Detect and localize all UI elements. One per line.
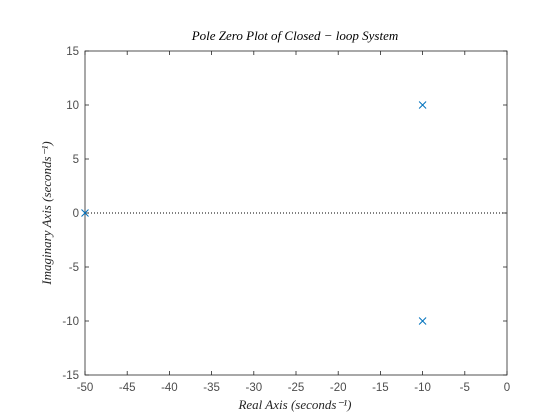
x-tick-label: -40 bbox=[161, 382, 178, 394]
x-tick-label: -50 bbox=[77, 382, 94, 394]
pole-marker bbox=[418, 317, 427, 325]
x-tick-label: -5 bbox=[460, 382, 470, 394]
x-tick-label: -30 bbox=[245, 382, 262, 394]
x-tick-label: -20 bbox=[330, 382, 347, 394]
y-tick-label: -5 bbox=[69, 262, 79, 274]
x-tick-label: -10 bbox=[414, 382, 431, 394]
y-axis-ticks: -15 -10 -5 0 5 10 15 bbox=[62, 46, 507, 382]
y-tick-label: 5 bbox=[73, 154, 79, 166]
chart-title: Pole Zero Plot of Closed − loop System bbox=[191, 28, 399, 43]
y-tick-label: 0 bbox=[73, 208, 79, 220]
x-tick-label: -35 bbox=[203, 382, 220, 394]
x-axis-ticks: -50 -45 -40 -35 -30 -25 -20 -15 -10 -5 0 bbox=[77, 51, 510, 394]
pole-markers bbox=[81, 101, 427, 325]
x-axis-title: Real Axis (seconds⁻¹) bbox=[237, 397, 351, 412]
x-tick-label: 0 bbox=[504, 382, 510, 394]
x-tick-label: -45 bbox=[119, 382, 136, 394]
x-tick-label: -25 bbox=[288, 382, 305, 394]
y-tick-label: -10 bbox=[62, 316, 79, 328]
y-tick-label: -15 bbox=[62, 370, 79, 382]
pole-marker bbox=[418, 101, 427, 109]
x-tick-label: -15 bbox=[372, 382, 389, 394]
pole-marker bbox=[81, 209, 89, 217]
y-tick-label: 10 bbox=[66, 100, 79, 112]
y-tick-label: 15 bbox=[66, 46, 79, 58]
y-axis-title: Imaginary Axis (seconds⁻¹) bbox=[39, 141, 54, 285]
